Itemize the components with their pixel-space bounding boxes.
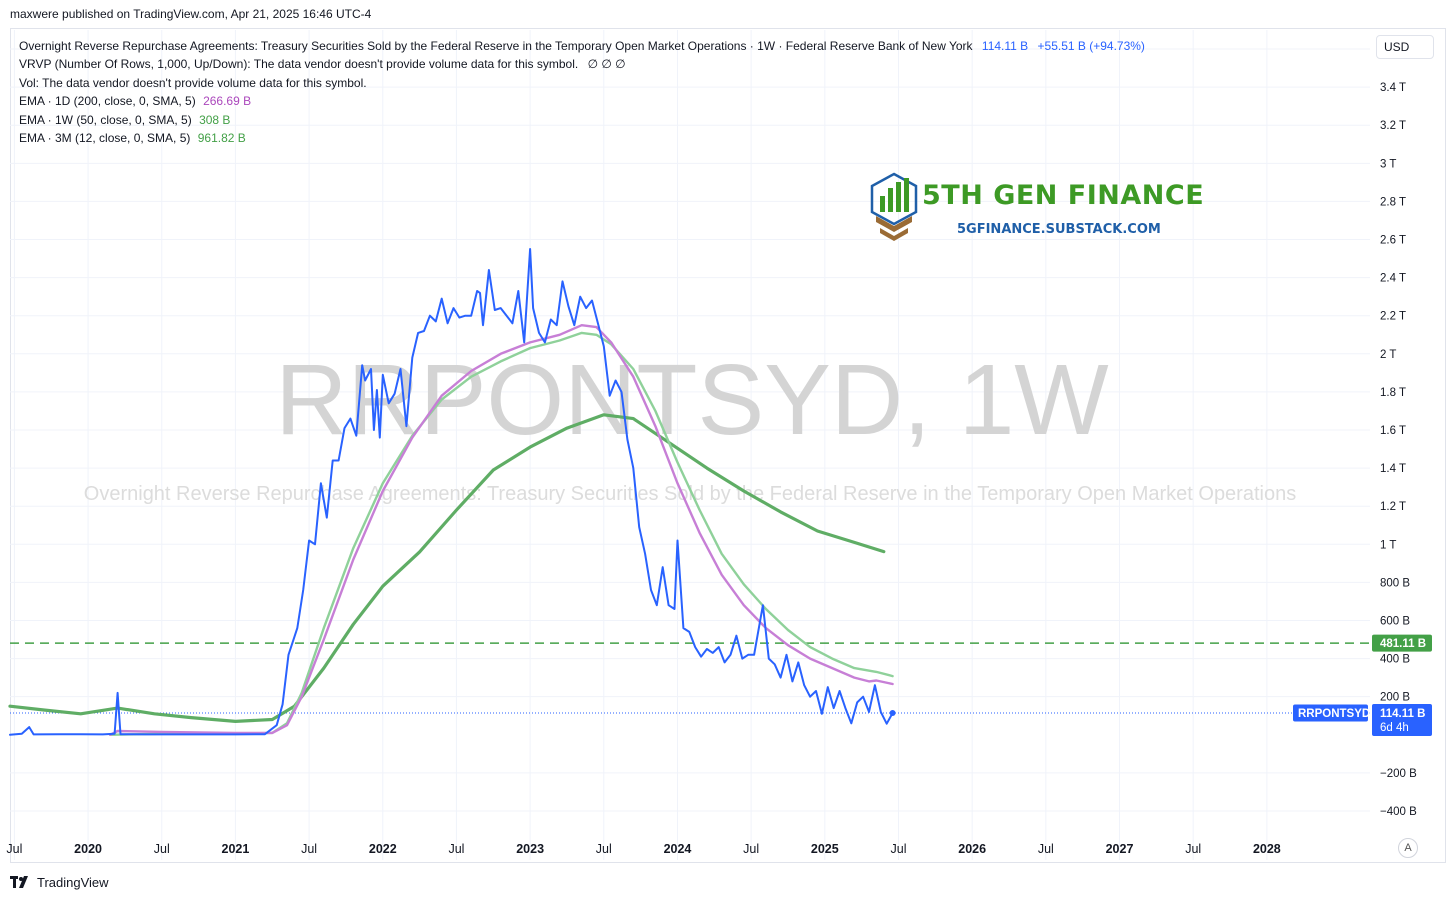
y-tick-label: 600 B <box>1380 615 1410 627</box>
legend-main-row[interactable]: Overnight Reverse Repurchase Agreements:… <box>19 37 1145 55</box>
legend-ema1w-value: 308 B <box>199 112 231 127</box>
y-tick-label: −200 B <box>1380 768 1417 780</box>
series-line-ema1d <box>109 324 894 736</box>
symbol-tag-text: RRPONTSYD <box>1298 708 1370 720</box>
y-tick-label: 1.8 T <box>1380 387 1406 399</box>
logo-emblem-icon <box>870 172 918 241</box>
x-tick-label: 2027 <box>1106 842 1134 856</box>
watermark-symbol: RRPONTSYD, 1W <box>275 344 1109 456</box>
last-price-tag <box>1372 704 1432 737</box>
legend-ema1w-row[interactable]: EMA · 1W (50, close, 0, SMA, 5) 308 B <box>19 111 1145 129</box>
legend-ema3m-row[interactable]: EMA · 3M (12, close, 0, SMA, 5) 961.82 B <box>19 129 1145 147</box>
x-tick-label: Jul <box>743 842 759 856</box>
series-line-ema1w <box>109 331 894 736</box>
footer-brand-label: TradingView <box>37 875 109 890</box>
x-tick-label: Jul <box>891 842 907 856</box>
y-tick-label: 1.2 T <box>1380 501 1406 513</box>
legend-main-title: Overnight Reverse Repurchase Agreements:… <box>19 39 973 53</box>
legend-ema1d-value: 266.69 B <box>203 94 252 109</box>
auto-scale-button[interactable]: A <box>1398 838 1418 858</box>
x-tick-label: 2025 <box>811 842 839 856</box>
price-tags: 481.11 B RRPONTSYD 114.11 B 6d 4h <box>1293 634 1432 737</box>
legend-vrvp-text: VRVP (Number Of Rows, 1,000, Up/Down): T… <box>19 57 579 72</box>
watermark-description: Overnight Reverse Repurchase Agreements:… <box>84 483 1296 505</box>
hline-price-tag <box>1372 634 1432 652</box>
legend-vol-text: Vol: The data vendor doesn't provide vol… <box>19 75 367 90</box>
legend-vol-row[interactable]: Vol: The data vendor doesn't provide vol… <box>19 74 1145 92</box>
y-tick-label: 3.2 T <box>1380 120 1406 132</box>
y-tick-label: 1.4 T <box>1380 463 1406 475</box>
legend-main-change: +55.51 B (+94.73%) <box>1037 39 1145 53</box>
x-tick-label: 2022 <box>369 842 397 856</box>
series-layer <box>8 248 896 736</box>
last-price-countdown: 6d 4h <box>1380 722 1409 734</box>
y-tick-label: 3.4 T <box>1380 82 1406 94</box>
footer-brand[interactable]: TradingView <box>10 875 109 890</box>
logo-title: 5TH GEN FINANCE <box>922 180 1205 211</box>
series-line-main <box>9 248 894 736</box>
x-tick-label: 2024 <box>664 842 692 856</box>
legend-vrvp-values: ∅ ∅ ∅ <box>587 57 626 72</box>
y-tick-label: 2.2 T <box>1380 311 1406 323</box>
legend-ema3m-text: EMA · 3M (12, close, 0, SMA, 5) <box>19 131 191 146</box>
legend-ema3m-value: 961.82 B <box>197 131 246 146</box>
chart-frame <box>10 28 1446 863</box>
x-tick-label: Jul <box>1038 842 1054 856</box>
x-tick-label: Jul <box>448 842 464 856</box>
y-tick-label: −400 B <box>1380 806 1417 818</box>
legend: Overnight Reverse Repurchase Agreements:… <box>19 37 1145 147</box>
y-tick-label: 3 T <box>1380 158 1396 170</box>
x-tick-label: 2020 <box>74 842 102 856</box>
logo-subtitle: 5GFINANCE.SUBSTACK.COM <box>957 222 1161 237</box>
x-tick-label: Jul <box>301 842 317 856</box>
y-tick-label: 1 T <box>1380 539 1396 551</box>
x-tick-label: Jul <box>6 842 22 856</box>
publisher-line: maxwere published on TradingView.com, Ap… <box>10 7 372 21</box>
brand-logo: 5TH GEN FINANCE 5GFINANCE.SUBSTACK.COM <box>868 172 1208 244</box>
y-tick-label: 1.6 T <box>1380 425 1406 437</box>
y-tick-label: 200 B <box>1380 692 1410 704</box>
legend-ema1w-text: EMA · 1W (50, close, 0, SMA, 5) <box>19 112 192 127</box>
y-tick-label: 400 B <box>1380 654 1410 666</box>
y-tick-label: 2.6 T <box>1380 235 1406 247</box>
last-point-marker <box>889 710 896 717</box>
legend-ema1d-text: EMA · 1D (200, close, 0, SMA, 5) <box>19 94 196 109</box>
legend-ema1d-row[interactable]: EMA · 1D (200, close, 0, SMA, 5) 266.69 … <box>19 92 1145 110</box>
y-tick-label: 800 B <box>1380 577 1410 589</box>
last-price-tag-text: 114.11 B <box>1380 708 1425 720</box>
x-tick-label: 2023 <box>516 842 544 856</box>
legend-vrvp-row[interactable]: VRVP (Number Of Rows, 1,000, Up/Down): T… <box>19 55 1145 73</box>
x-tick-label: Jul <box>596 842 612 856</box>
currency-button[interactable]: USD <box>1376 35 1434 59</box>
x-tick-label: 2026 <box>958 842 986 856</box>
y-tick-label: 2.8 T <box>1380 196 1406 208</box>
series-line-ema3m <box>8 413 886 723</box>
x-tick-label: 2021 <box>222 842 250 856</box>
x-tick-label: Jul <box>1185 842 1201 856</box>
x-axis: Jul 2020 Jul 2021 Jul 2022 Jul 2023 Jul 2024 Jul 20… <box>6 842 1280 856</box>
x-tick-label: Jul <box>154 842 170 856</box>
hline-price-tag-text: 481.11 B <box>1380 638 1426 650</box>
y-axis: 3.6 T3.4 T3.2 T3 T2.8 T2.6 T2.4 T2.2 T2 … <box>1380 44 1417 818</box>
x-tick-label: 2028 <box>1253 842 1281 856</box>
y-tick-label: 2 T <box>1380 349 1396 361</box>
tradingview-logo-icon <box>10 876 28 888</box>
grid-layer <box>10 30 1370 860</box>
y-tick-label: 2.4 T <box>1380 273 1406 285</box>
symbol-tag <box>1293 704 1368 722</box>
legend-main-value: 114.11 B <box>981 39 1029 53</box>
